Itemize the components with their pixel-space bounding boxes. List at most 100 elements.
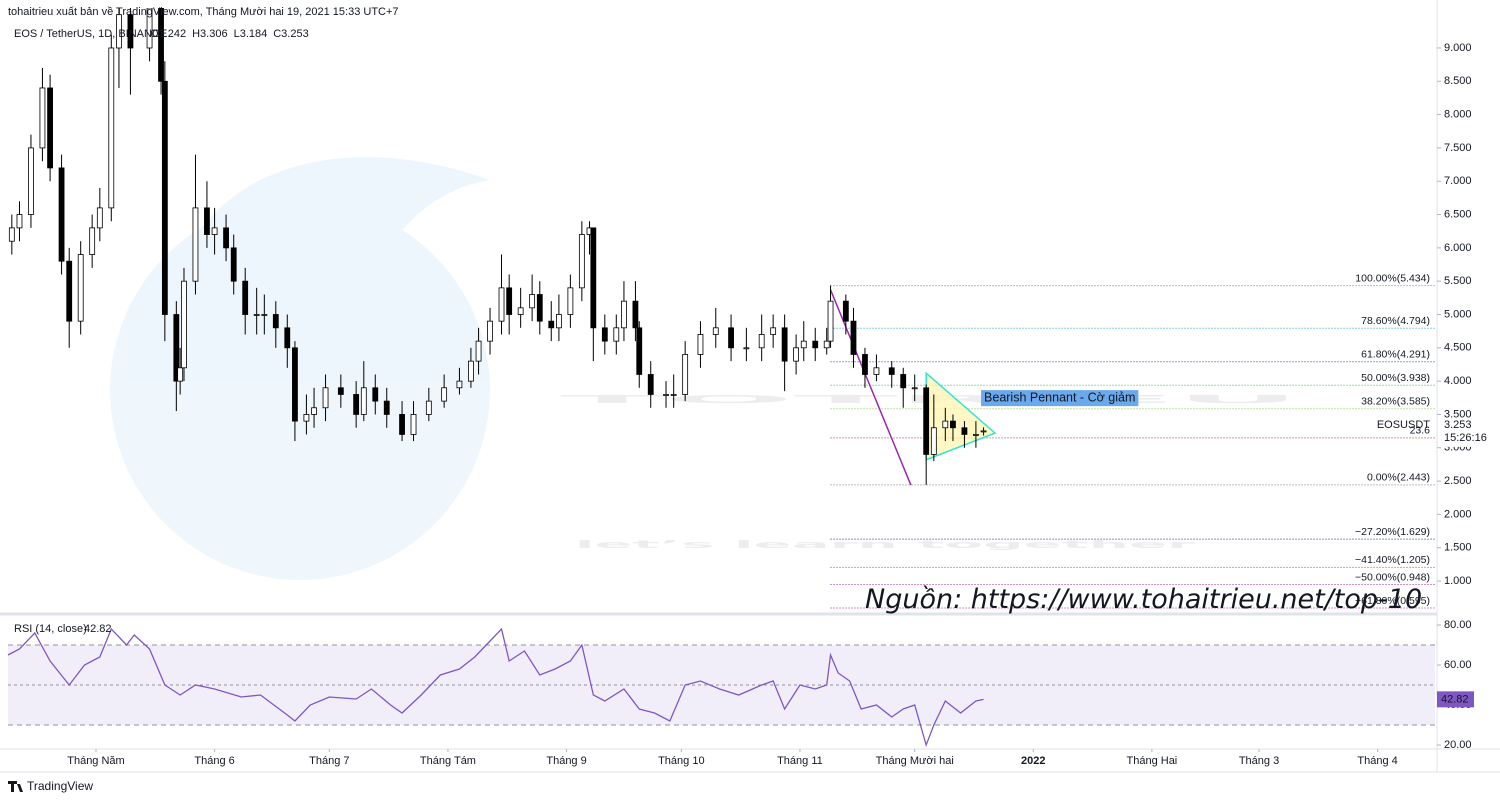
price-pane: 100.00%(5.434) 78.60%(4.794) 61.80%(4.291)…	[8, 8, 1435, 609]
candle-body	[468, 360, 474, 382]
candle-body	[536, 294, 543, 322]
x-tick-label: Tháng 11	[777, 755, 823, 767]
rsi-pane: 42.82	[7, 623, 1435, 748]
candle-body	[781, 327, 788, 362]
watermark-circle	[110, 200, 490, 580]
y-tick-label: 6.000	[1444, 242, 1472, 254]
rsi-y-tick-label: 60.00	[1444, 659, 1472, 671]
fib-level-label: 78.60%(4.794)	[1361, 315, 1430, 327]
candle-body	[888, 367, 895, 375]
candle-body	[441, 387, 448, 402]
ohlc-value: L3.184	[234, 28, 268, 40]
y-tick-label: 5.500	[1444, 275, 1472, 287]
candle-body	[911, 387, 918, 390]
candle-body	[89, 227, 96, 255]
candle-body	[47, 87, 53, 169]
candle-body	[96, 207, 103, 229]
candle-body	[127, 14, 134, 49]
x-tick-label: Tháng Tám	[420, 755, 476, 767]
candle-body	[161, 80, 168, 315]
candle-body	[590, 227, 597, 329]
candle-body	[743, 347, 750, 350]
candle-body	[812, 340, 819, 349]
candle-body	[942, 420, 949, 429]
candle-body	[682, 354, 689, 395]
candle-body	[108, 47, 115, 209]
candle-body	[181, 280, 187, 369]
source-note: Nguồn: https://www.tohaitrieu.net/top-10	[865, 584, 1422, 615]
candle-body	[487, 320, 493, 342]
candle-body	[613, 327, 620, 342]
candle-body	[28, 147, 34, 215]
rsi-tag-value: 42.82	[1441, 693, 1469, 705]
y-tick-label: 2.000	[1444, 508, 1472, 520]
candle-body	[66, 260, 73, 322]
candle-body	[842, 300, 849, 322]
x-tick-label: Tháng Mười hai	[876, 755, 954, 767]
candle-body	[399, 414, 405, 435]
candle-body	[923, 387, 930, 455]
candle-body	[647, 374, 654, 395]
watermark: TOTRIEU let’s learn together	[110, 157, 1300, 580]
y-tick-label: 7.000	[1444, 175, 1472, 187]
candle-body	[498, 287, 505, 322]
candle-body	[77, 254, 84, 322]
ohlc-value: C3.253	[273, 28, 308, 40]
x-tick-label: Tháng 4	[1357, 755, 1397, 767]
brand-name: TradingView	[27, 779, 93, 793]
fib-level-label: 50.00%(3.938)	[1361, 372, 1430, 384]
x-tick-label: Tháng 7	[309, 755, 349, 767]
y-tick-label: 8.500	[1444, 75, 1472, 87]
y-tick-label: 9.000	[1444, 42, 1472, 54]
ohlc-legend: O3.242 H3.306 L3.184 C3.253	[150, 28, 309, 40]
price-tag-value: 3.253	[1444, 419, 1472, 431]
fib-level-label: 100.00%(5.434)	[1355, 272, 1430, 284]
candle-body	[663, 394, 669, 396]
candle-body	[800, 340, 807, 349]
candle-body	[192, 207, 199, 282]
candle-body	[322, 387, 329, 409]
x-tick-label: Tháng Năm	[67, 755, 124, 767]
candle-body	[8, 227, 15, 242]
fib-level-label: 0.00%(2.443)	[1367, 472, 1430, 484]
ohlc-value: H3.306	[192, 28, 227, 40]
brand-logo	[8, 781, 23, 792]
y-tick-label: 4.500	[1444, 342, 1472, 354]
fib-level-label: −50.00%(0.948)	[1355, 571, 1430, 583]
y-tick-label: 7.500	[1444, 142, 1472, 154]
candle-body	[823, 340, 830, 349]
candle-body	[636, 327, 643, 375]
fib-level-label: −61.80%(0.595)	[1355, 595, 1430, 607]
price-tag-countdown: 15:26:16	[1444, 432, 1487, 444]
fib-level-label: 23.6	[1410, 425, 1431, 437]
candle-body	[39, 87, 46, 149]
candle-body	[242, 280, 249, 315]
price-tag-symbol: EOSUSDT	[1377, 419, 1430, 431]
candle-body	[770, 327, 777, 335]
candle-body	[758, 334, 765, 349]
x-tick-label: Tháng 10	[658, 755, 704, 767]
x-tick-label: Tháng Hai	[1127, 755, 1178, 767]
candle-body	[529, 294, 536, 309]
x-tick-label: Tháng 9	[546, 755, 586, 767]
candle-body	[456, 380, 463, 389]
candle-body	[973, 434, 979, 436]
candle-body	[146, 8, 153, 49]
candle-body	[950, 420, 956, 429]
candle-body	[360, 387, 367, 415]
footer-brand: TradingView	[8, 779, 93, 793]
candle-body	[292, 347, 298, 422]
axes: 9.000 8.500 8.000 7.500 7.000 6.500 6.000 5.500…	[67, 42, 1498, 767]
candle-body	[211, 227, 218, 235]
x-tick-label: Tháng 6	[194, 755, 234, 767]
candle-body	[728, 327, 734, 349]
candle-body	[578, 234, 585, 289]
candle-body	[601, 327, 608, 342]
y-tick-label: 5.000	[1444, 308, 1472, 320]
candle-body	[961, 427, 968, 435]
candle-body	[261, 314, 268, 316]
candle-body	[223, 227, 229, 249]
candle-body	[383, 400, 390, 415]
